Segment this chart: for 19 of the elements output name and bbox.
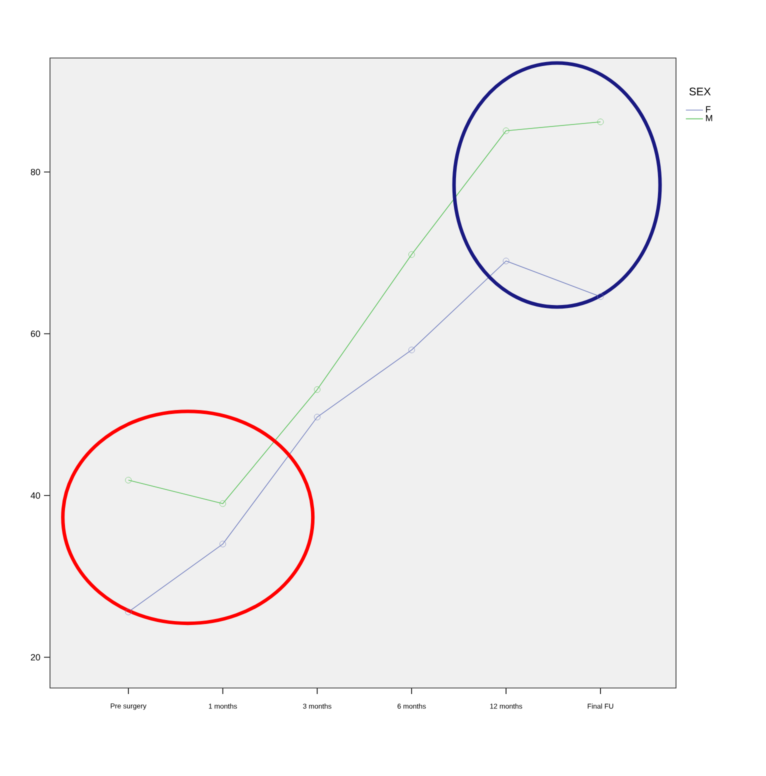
point bbox=[502, 128, 510, 134]
point bbox=[314, 386, 320, 393]
legend-label: F bbox=[706, 106, 710, 112]
point bbox=[220, 540, 226, 548]
point bbox=[125, 608, 132, 616]
point bbox=[408, 346, 415, 354]
y-tick-label: 40 bbox=[30, 492, 40, 499]
point bbox=[502, 258, 510, 264]
point bbox=[314, 414, 320, 420]
y-tick-label: 20 bbox=[30, 654, 40, 660]
y-tick-label: 80 bbox=[30, 168, 40, 176]
point bbox=[597, 118, 604, 126]
point bbox=[220, 500, 226, 507]
legend-title: SEX bbox=[689, 88, 711, 96]
point bbox=[125, 476, 132, 484]
point bbox=[597, 293, 604, 300]
y-tick-label: 60 bbox=[30, 330, 40, 337]
legend-label: M bbox=[706, 114, 712, 122]
point bbox=[408, 251, 415, 258]
